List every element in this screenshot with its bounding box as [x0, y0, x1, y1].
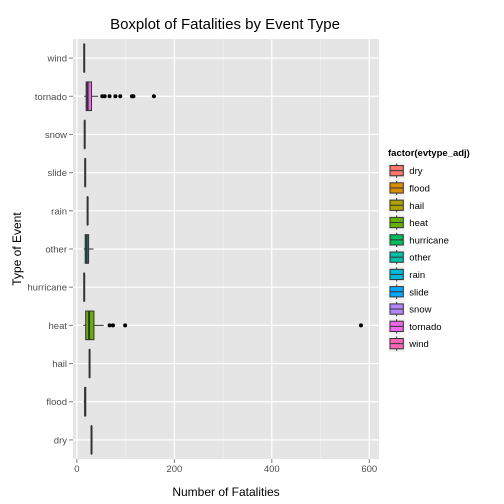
major-gridlines — [73, 39, 379, 459]
box-flood — [83, 386, 87, 417]
y-axis-title: Type of Event — [10, 212, 24, 286]
y-tick-label: flood — [46, 397, 67, 408]
outlier-point — [118, 94, 123, 99]
legend-item-rain: rain — [387, 265, 425, 284]
outlier-point — [131, 94, 136, 99]
outlier-point — [151, 94, 156, 99]
legend-label: hail — [409, 201, 424, 212]
y-tick-label: hail — [52, 359, 67, 370]
legend-item-dry: dry — [387, 161, 423, 180]
box-series — [83, 43, 363, 455]
legend-item-heat: heat — [387, 213, 428, 232]
y-tick-label: snow — [45, 130, 67, 141]
x-tick-labels: 0 200 400 600 — [74, 459, 377, 475]
legend-item-hail: hail — [387, 196, 424, 215]
legend-item-tornado: tornado — [387, 317, 442, 336]
legend-item-flood: flood — [387, 179, 430, 197]
box-heat — [83, 310, 363, 341]
legend-label: rain — [409, 270, 425, 281]
y-tick-label: heat — [49, 321, 68, 332]
x-axis-title: Number of Fatalities — [172, 485, 279, 499]
outlier-point — [102, 94, 107, 99]
legend-label: other — [409, 253, 431, 264]
legend-item-hurricane: hurricane — [387, 230, 449, 249]
box-other — [83, 234, 94, 264]
x-tick-label: 0 — [74, 464, 79, 475]
y-tick-label: hurricane — [27, 283, 67, 294]
legend-item-other: other — [387, 248, 431, 267]
legend-label: slide — [409, 287, 429, 298]
legend-label: hurricane — [409, 235, 449, 246]
legend-item-snow: snow — [387, 300, 432, 318]
legend-label: tornado — [409, 322, 441, 333]
outlier-point — [113, 94, 118, 99]
y-tick-labels: dry flood hail heat hurricane other rain slide s… — [27, 54, 73, 446]
legend-label: flood — [409, 183, 430, 194]
y-tick-label: rain — [51, 206, 67, 217]
outlier-point — [358, 323, 363, 328]
outlier-point — [123, 323, 128, 328]
legend-label: snow — [409, 305, 431, 316]
x-tick-label: 600 — [361, 464, 377, 475]
legend-label: dry — [409, 166, 422, 177]
outlier-point — [110, 323, 115, 328]
outlier-point — [107, 323, 112, 328]
legend-title: factor(evtype_adj) — [388, 148, 470, 159]
box-iqr — [85, 81, 93, 112]
x-tick-label: 400 — [264, 464, 280, 475]
x-tick-label: 200 — [166, 464, 182, 475]
outlier-point — [107, 94, 112, 99]
y-tick-label: wind — [46, 54, 67, 65]
y-tick-label: dry — [54, 435, 67, 446]
legend-item-slide: slide — [387, 282, 429, 301]
box-tornado — [84, 81, 156, 112]
legend-item-wind: wind — [387, 334, 429, 353]
y-tick-label: slide — [47, 168, 67, 179]
legend: factor(evtype_adj) dry flood hail heat hurri… — [387, 148, 470, 353]
y-tick-label: other — [45, 245, 67, 256]
chart-title: Boxplot of Fatalities by Event Type — [110, 16, 340, 33]
legend-label: heat — [409, 218, 428, 229]
y-tick-label: tornado — [35, 92, 67, 103]
legend-label: wind — [408, 339, 429, 350]
